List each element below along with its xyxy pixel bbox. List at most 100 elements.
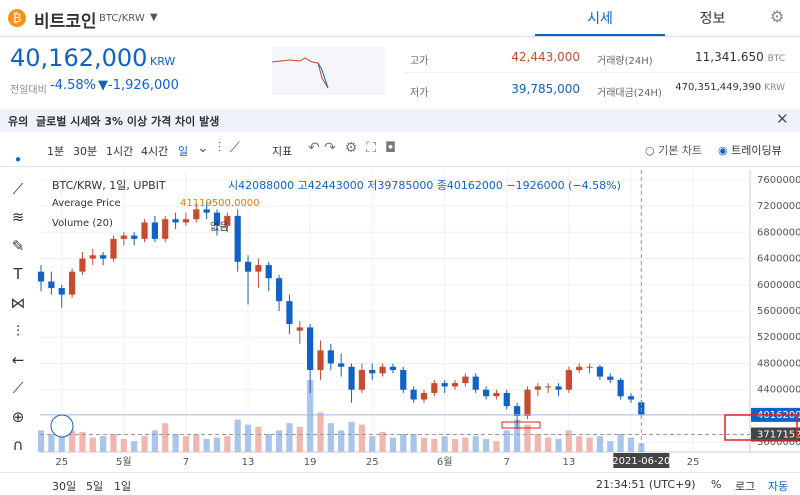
high: 42,443,000 [511, 50, 580, 64]
volume: 11,341.650 BTC [660, 50, 785, 64]
volume-bar [431, 439, 438, 452]
candle-body [110, 238, 117, 259]
volume-bar [420, 437, 428, 452]
high-label: 고가 [410, 56, 429, 67]
volume-bar [307, 380, 314, 452]
volume-bar [338, 430, 345, 452]
candle-body [338, 363, 345, 367]
volume-bar [576, 436, 583, 452]
y-tick-label: 76000000 [757, 175, 800, 186]
candle-body [172, 219, 179, 223]
volume-bar [410, 434, 417, 452]
opt-pct[interactable]: % [711, 478, 722, 491]
price-unit: KRW [150, 55, 176, 68]
iv-2[interactable]: 1시간 [106, 145, 134, 158]
candle-body [514, 406, 521, 416]
header [0, 0, 800, 37]
candle-body [379, 366, 386, 374]
candle-body [286, 301, 293, 325]
range-0[interactable]: 30일 [52, 480, 77, 493]
volume-bar [607, 441, 614, 452]
volume-bar [255, 426, 262, 452]
side-tools[interactable]: • ⟋ ≋ ✎ T ⋈ ⫶ ← ⟋ ⊕ ∩ [10, 151, 26, 454]
change-label: 전일대비 [10, 85, 47, 96]
crosshair-date-label: 2021-06-20 [612, 456, 670, 467]
candle-body [327, 350, 334, 364]
clock: 21:34:51 (UTC+9) [596, 478, 696, 491]
candle-body [275, 278, 283, 302]
tab-price[interactable]: 시세 [535, 8, 665, 36]
opt-auto[interactable]: 자동 [768, 480, 789, 493]
view-tv[interactable]: ◉ 트레이딩뷰 [718, 144, 782, 157]
volume-bar [524, 424, 531, 452]
candle-body [441, 383, 448, 387]
x-tick-label: 7 [183, 457, 189, 468]
x-tick-label: 6월 [437, 456, 453, 468]
iv-4[interactable]: 일 [178, 145, 189, 158]
view-tv-text: 트레이딩뷰 [731, 144, 782, 157]
volume-bar [451, 439, 459, 452]
x-tick-label: 5월 [116, 456, 132, 468]
amount-label: 거래대금(24H) [597, 88, 662, 99]
y-tick-label: 72000000 [757, 201, 800, 212]
candle-body [607, 376, 614, 380]
volume-bar [617, 434, 624, 452]
legend-vol-extra: 없음 [210, 222, 229, 233]
volume-bar [545, 437, 552, 452]
volume-bar [514, 419, 521, 452]
candle-body [545, 386, 552, 388]
tools[interactable]: ⌄ ⫶ ⟋ [197, 140, 240, 156]
volume-bar [89, 437, 96, 452]
coin-name: 비트코인 [34, 12, 97, 32]
volume-bar [120, 439, 127, 452]
candle-body [586, 366, 593, 368]
iv-1[interactable]: 30분 [73, 145, 98, 158]
tab-info[interactable]: 정보 [699, 11, 726, 27]
x-tick-label: 19 [304, 457, 317, 468]
candle-body [89, 255, 96, 259]
view-basic[interactable]: ○ 기본 차트 [645, 144, 703, 157]
candle-body [296, 327, 303, 331]
iv-3[interactable]: 4시간 [141, 145, 169, 158]
notice-close[interactable]: ✕ [776, 110, 789, 128]
volume-unit: BTC [767, 54, 785, 64]
legend-avg-value: 41119500.0000 [180, 198, 260, 209]
x-tick-label: 25 [366, 457, 379, 468]
volume-bar [172, 434, 179, 452]
settings[interactable]: ⚙ [770, 7, 785, 26]
range-1[interactable]: 5일 [86, 480, 104, 493]
crosshair-price-tag [751, 427, 800, 442]
opt-log[interactable]: 로그 [735, 480, 756, 493]
volume-bar [586, 437, 593, 452]
volume-bar [234, 419, 241, 452]
candle-body [503, 392, 510, 407]
candle-body [317, 350, 324, 371]
candle-body [565, 370, 572, 390]
volume-bar [286, 423, 293, 452]
volume-bar [462, 437, 469, 452]
iv-0[interactable]: 1분 [47, 145, 65, 158]
tool-icons[interactable]: ↶ ↷ ⚙ ⛶ ◘ [308, 140, 397, 156]
x-tick-label: 25 [55, 457, 68, 468]
volume-bar [358, 424, 365, 452]
crosshair-price-label: 37171529 [757, 429, 800, 440]
range-2[interactable]: 1일 [114, 480, 132, 493]
volume-bar [327, 423, 334, 452]
notice-bar [0, 109, 800, 132]
y-tick-label: 64000000 [757, 254, 800, 265]
indicator[interactable]: 지표 [272, 145, 293, 158]
volume-bar [379, 431, 386, 452]
volume-bar [213, 437, 221, 452]
volume-bar [472, 436, 479, 452]
dropdown[interactable]: ▼ [150, 12, 158, 23]
volume-bar [265, 434, 272, 452]
candle-body [244, 261, 252, 272]
x-tick-label: 13 [563, 457, 576, 468]
volume-bar [296, 426, 303, 452]
notice-tag: 유의 [8, 115, 29, 128]
amount: 470,351,449,390 KRW [650, 82, 785, 93]
candle-body [100, 255, 107, 259]
volume-bar [441, 436, 448, 452]
candle-body [131, 235, 138, 239]
